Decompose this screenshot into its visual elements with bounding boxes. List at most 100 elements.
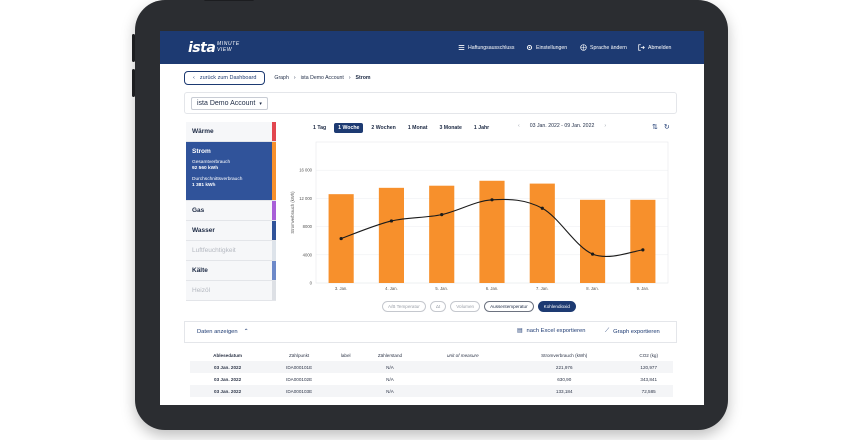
logout-icon <box>638 44 645 51</box>
y-axis-label: Stromverbrauch (kWh) <box>290 191 295 234</box>
color-marker <box>272 221 276 240</box>
avg-consumption-label: Durchschnittsverbrauch <box>192 177 243 182</box>
graph-export-label: Graph exportieren <box>613 328 660 335</box>
back-to-dashboard-button[interactable]: ‹ zurück zum Dashboard <box>184 71 266 85</box>
line-point[interactable] <box>540 206 544 210</box>
ista-logo[interactable]: ista <box>188 40 216 56</box>
tablet-frame: ista MINUTE VIEW Haftungsausschluss Eins… <box>132 0 728 430</box>
chevron-left-icon[interactable]: ‹ <box>518 123 520 129</box>
nav-logout[interactable]: Abmelden <box>638 44 671 51</box>
tab-2-wochen[interactable]: 2 Wochen <box>371 125 396 131</box>
col-zaehlerstand: Zählerstand <box>377 352 403 358</box>
chevron-right-icon[interactable]: › <box>604 123 607 129</box>
date-range-label[interactable]: 03 Jan. 2022 - 09 Jan. 2022 <box>529 123 595 129</box>
cell-label <box>333 361 359 373</box>
nav-logout-label: Abmelden <box>648 44 672 51</box>
bar[interactable] <box>580 199 606 283</box>
refresh-icon[interactable]: ↻ <box>663 124 670 131</box>
sidebar-item-gas[interactable]: Gas <box>186 201 276 221</box>
line-point[interactable] <box>490 198 494 202</box>
cell-co2: 120,977 <box>624 361 673 373</box>
compare-icon[interactable]: ⇅ <box>652 124 658 131</box>
cell-label <box>333 385 359 397</box>
tab-1-monat[interactable]: 1 Monat <box>407 125 428 131</box>
line-point[interactable] <box>440 213 444 217</box>
sidebar-item-heizoel[interactable]: Heizöl <box>186 281 276 301</box>
excel-export-button[interactable]: ▤ nach Excel exportieren <box>517 328 585 334</box>
cell-unit <box>422 373 505 385</box>
tab-1-woche[interactable]: 1 Woche <box>334 123 364 133</box>
col-ablesedatum: Ablesedatum <box>213 352 243 358</box>
chevron-left-icon: ‹ <box>193 75 195 81</box>
x-tick-label: 4. Jan. <box>385 286 398 291</box>
legend-volumen[interactable]: Volumen <box>450 301 481 312</box>
export-bar: Daten anzeigen ⌃ ▤ nach Excel exportiere… <box>184 321 677 343</box>
bar[interactable] <box>529 183 555 283</box>
breadcrumb-current: Strom <box>355 75 371 81</box>
chart-legend: A/B Temperatur Δt Volumen Aussentemperat… <box>382 301 576 312</box>
nav-settings-label: Einstellungen <box>536 44 568 51</box>
bar[interactable] <box>429 185 455 283</box>
nav-settings[interactable]: Einstellungen <box>526 44 567 51</box>
legend-delta-t[interactable]: Δt <box>429 301 447 312</box>
total-consumption: Gesamtverbrauch 92 560 kWh <box>192 160 270 172</box>
legend-kohlendioxid[interactable]: Kohlendioxid <box>537 301 576 312</box>
sidebar-item-waerme[interactable]: Wärme <box>186 122 276 142</box>
table-row[interactable]: 03 Jan. 2022 IDA000101E N/A 221,976 120,… <box>190 361 673 373</box>
cell-unit <box>421 385 505 397</box>
y-tick-label: 16 000 <box>299 168 312 173</box>
nav-liability[interactable]: Haftungsausschluss <box>458 44 514 51</box>
line-point[interactable] <box>339 236 343 241</box>
table-row[interactable]: 03 Jan. 2022 IDA000103E N/A 133,184 72,5… <box>190 385 673 397</box>
bar[interactable] <box>630 199 656 283</box>
tab-3-monate[interactable]: 3 Monate <box>439 125 462 131</box>
line-chart-icon: ⟋ <box>605 328 610 334</box>
x-tick-label: 3. Jan. <box>335 286 348 291</box>
bar[interactable] <box>479 180 505 283</box>
line-point[interactable] <box>389 219 394 223</box>
sidebar-item-wasser[interactable]: Wasser <box>186 221 276 241</box>
chart-tools: ⇅ ↻ <box>652 123 670 131</box>
x-tick-label: 7. Jan. <box>536 286 549 291</box>
nav-language[interactable]: Sprache ändern <box>580 44 627 51</box>
sidebar-item-label: Heizöl <box>192 287 211 294</box>
bar[interactable] <box>378 187 404 283</box>
legend-ab-temperatur[interactable]: A/B Temperatur <box>382 301 426 312</box>
sidebar-item-kaelte[interactable]: Kälte <box>186 261 276 281</box>
col-stromverbrauch: Stromverbrauch (kWh) <box>541 352 588 358</box>
breadcrumb-bar: ‹ zurück zum Dashboard Graph › ista Demo… <box>184 71 371 85</box>
breadcrumb-account[interactable]: ista Demo Account <box>300 75 344 81</box>
sidebar-item-label: Wasser <box>192 227 215 234</box>
cell-reading: N/A <box>358 361 422 373</box>
line-point[interactable] <box>590 252 595 256</box>
cell-meter: IDA000101E <box>265 361 334 373</box>
table-row[interactable]: 03 Jan. 2022 IDA000102E N/A 630,90 343,8… <box>190 373 673 385</box>
tab-1-tag[interactable]: 1 Tag <box>313 125 327 131</box>
cell-consumption: 630,90 <box>557 376 572 382</box>
chevron-right-icon: › <box>348 75 351 81</box>
cell-date: 03 Jan. 2022 <box>214 376 242 382</box>
breadcrumb: Graph › ista Demo Account › Strom <box>274 75 370 81</box>
graph-export-button[interactable]: ⟋ Graph exportieren <box>605 328 660 335</box>
tab-1-jahr[interactable]: 1 Jahr <box>473 125 490 131</box>
account-select[interactable]: ista Demo Account ▾ <box>191 97 268 110</box>
breadcrumb-graph[interactable]: Graph <box>274 75 289 81</box>
account-selector-panel: ista Demo Account ▾ <box>184 92 677 114</box>
color-marker <box>272 122 276 141</box>
legend-aussentemperatur[interactable]: Aussentemperatur <box>484 301 534 312</box>
total-consumption-value: 92 560 kWh <box>192 166 219 171</box>
logo-subtitle: MINUTE VIEW <box>217 41 240 53</box>
y-tick-label: 4000 <box>303 252 313 257</box>
sidebar-item-label: Luftfeuchtigkeit <box>192 247 236 254</box>
sidebar-item-strom[interactable]: Strom Gesamtverbrauch 92 560 kWh Durchsc… <box>186 142 276 201</box>
line-point[interactable] <box>641 248 645 252</box>
x-tick-label: 6. Jan. <box>486 286 499 291</box>
sidebar-item-luftfeuchtigkeit[interactable]: Luftfeuchtigkeit <box>186 241 276 261</box>
color-marker <box>272 241 276 260</box>
cell-date: 03 Jan. 2022 <box>190 385 266 397</box>
color-marker <box>272 281 276 300</box>
cell-co2: 72,585 <box>624 385 673 397</box>
show-data-toggle[interactable]: Daten anzeigen ⌃ <box>197 329 248 335</box>
total-consumption-label: Gesamtverbrauch <box>192 160 231 165</box>
avg-consumption: Durchschnittsverbrauch 1 381 kWh <box>192 177 270 189</box>
